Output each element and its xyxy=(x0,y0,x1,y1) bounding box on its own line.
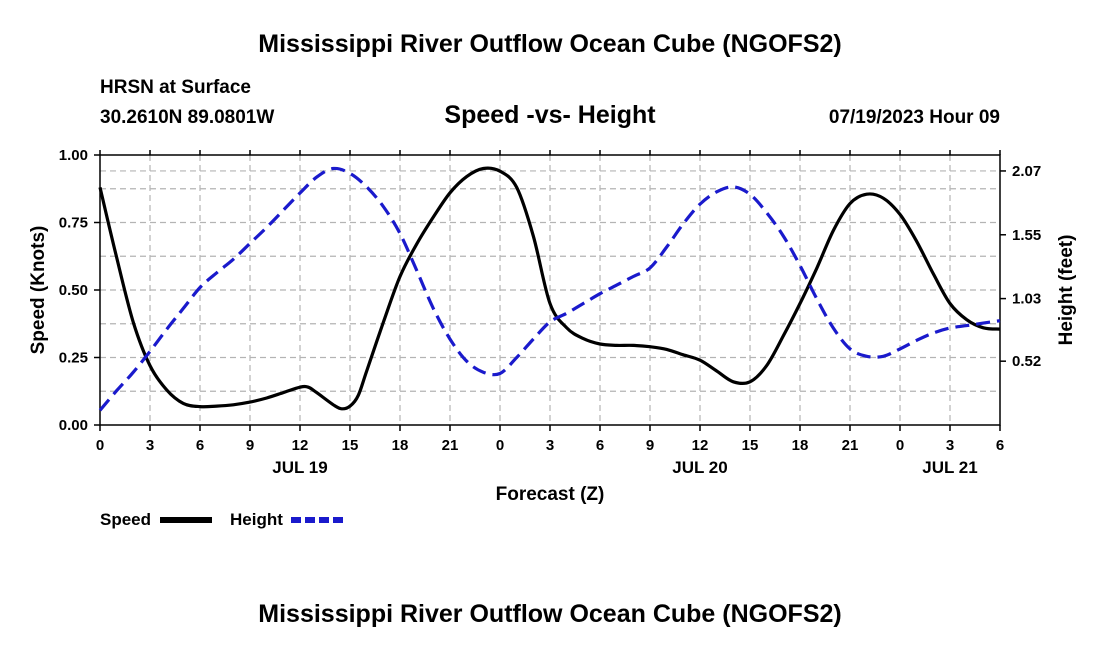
x-tick-label: 0 xyxy=(896,437,904,454)
x-tick-label: 3 xyxy=(546,437,554,454)
date-label: JUL 20 xyxy=(672,458,727,477)
x-tick-label: 12 xyxy=(292,437,309,454)
y2-tick-label: 2.07 xyxy=(1012,163,1041,180)
x-tick-label: 0 xyxy=(96,437,104,454)
legend: Speed Height xyxy=(100,510,343,529)
x-tick-label: 15 xyxy=(742,437,759,454)
x-tick-label: 21 xyxy=(842,437,859,454)
y-tick-label: 0.25 xyxy=(59,350,88,367)
series xyxy=(98,166,1001,412)
x-tick-label: 6 xyxy=(596,437,604,454)
x-tick-label: 6 xyxy=(996,437,1004,454)
x-tick-label: 18 xyxy=(792,437,809,454)
x-tick-label: 6 xyxy=(196,437,204,454)
x-tick-label: 12 xyxy=(692,437,709,454)
y-axis-left: 0.00 0.25 0.50 0.75 1.00 xyxy=(59,147,100,434)
date-label: JUL 21 xyxy=(922,458,977,477)
station-label: HRSN at Surface xyxy=(100,77,251,98)
legend-label: Speed xyxy=(100,510,151,529)
x-tick-label: 18 xyxy=(392,437,409,454)
y-tick-label: 0.75 xyxy=(59,215,88,232)
chart-subtitle: Speed -vs- Height xyxy=(444,101,656,129)
grid xyxy=(100,155,1000,425)
y2-tick-label: 1.03 xyxy=(1012,291,1041,308)
coordinates-label: 30.2610N 89.0801W xyxy=(100,107,275,128)
y-tick-label: 1.00 xyxy=(59,147,88,164)
x-tick-label: 15 xyxy=(342,437,359,454)
y-tick-label: 0.50 xyxy=(59,282,88,299)
x-tick-label: 21 xyxy=(442,437,459,454)
y2-axis-label: Height (feet) xyxy=(1056,235,1077,346)
y-axis-label: Speed (Knots) xyxy=(28,226,49,355)
x-tick-label: 9 xyxy=(646,437,654,454)
y2-tick-label: 1.55 xyxy=(1012,227,1041,244)
y-tick-label: 0.00 xyxy=(59,417,88,434)
y2-tick-label: 0.52 xyxy=(1012,353,1041,370)
forecast-datetime: 07/19/2023 Hour 09 xyxy=(828,107,1000,128)
y-axis-right: 0.52 1.03 1.55 2.07 xyxy=(1000,163,1041,370)
x-tick-label: 3 xyxy=(146,437,154,454)
height-series-line xyxy=(98,166,1001,412)
date-label: JUL 19 xyxy=(272,458,327,477)
x-tick-label: 3 xyxy=(946,437,954,454)
x-tick-label: 0 xyxy=(496,437,504,454)
speed-series-line xyxy=(98,166,1001,411)
footer-title: Mississippi River Outflow Ocean Cube (NG… xyxy=(258,600,842,628)
x-axis-label: Forecast (Z) xyxy=(496,484,605,505)
chart-title: Mississippi River Outflow Ocean Cube (NG… xyxy=(258,30,842,58)
legend-label: Height xyxy=(230,510,283,529)
x-axis: 0 3 6 9 12 15 18 21 0 3 6 9 12 15 18 21 0 3 6 JUL 19 JUL 20 J… xyxy=(96,150,1004,477)
x-tick-label: 9 xyxy=(246,437,254,454)
